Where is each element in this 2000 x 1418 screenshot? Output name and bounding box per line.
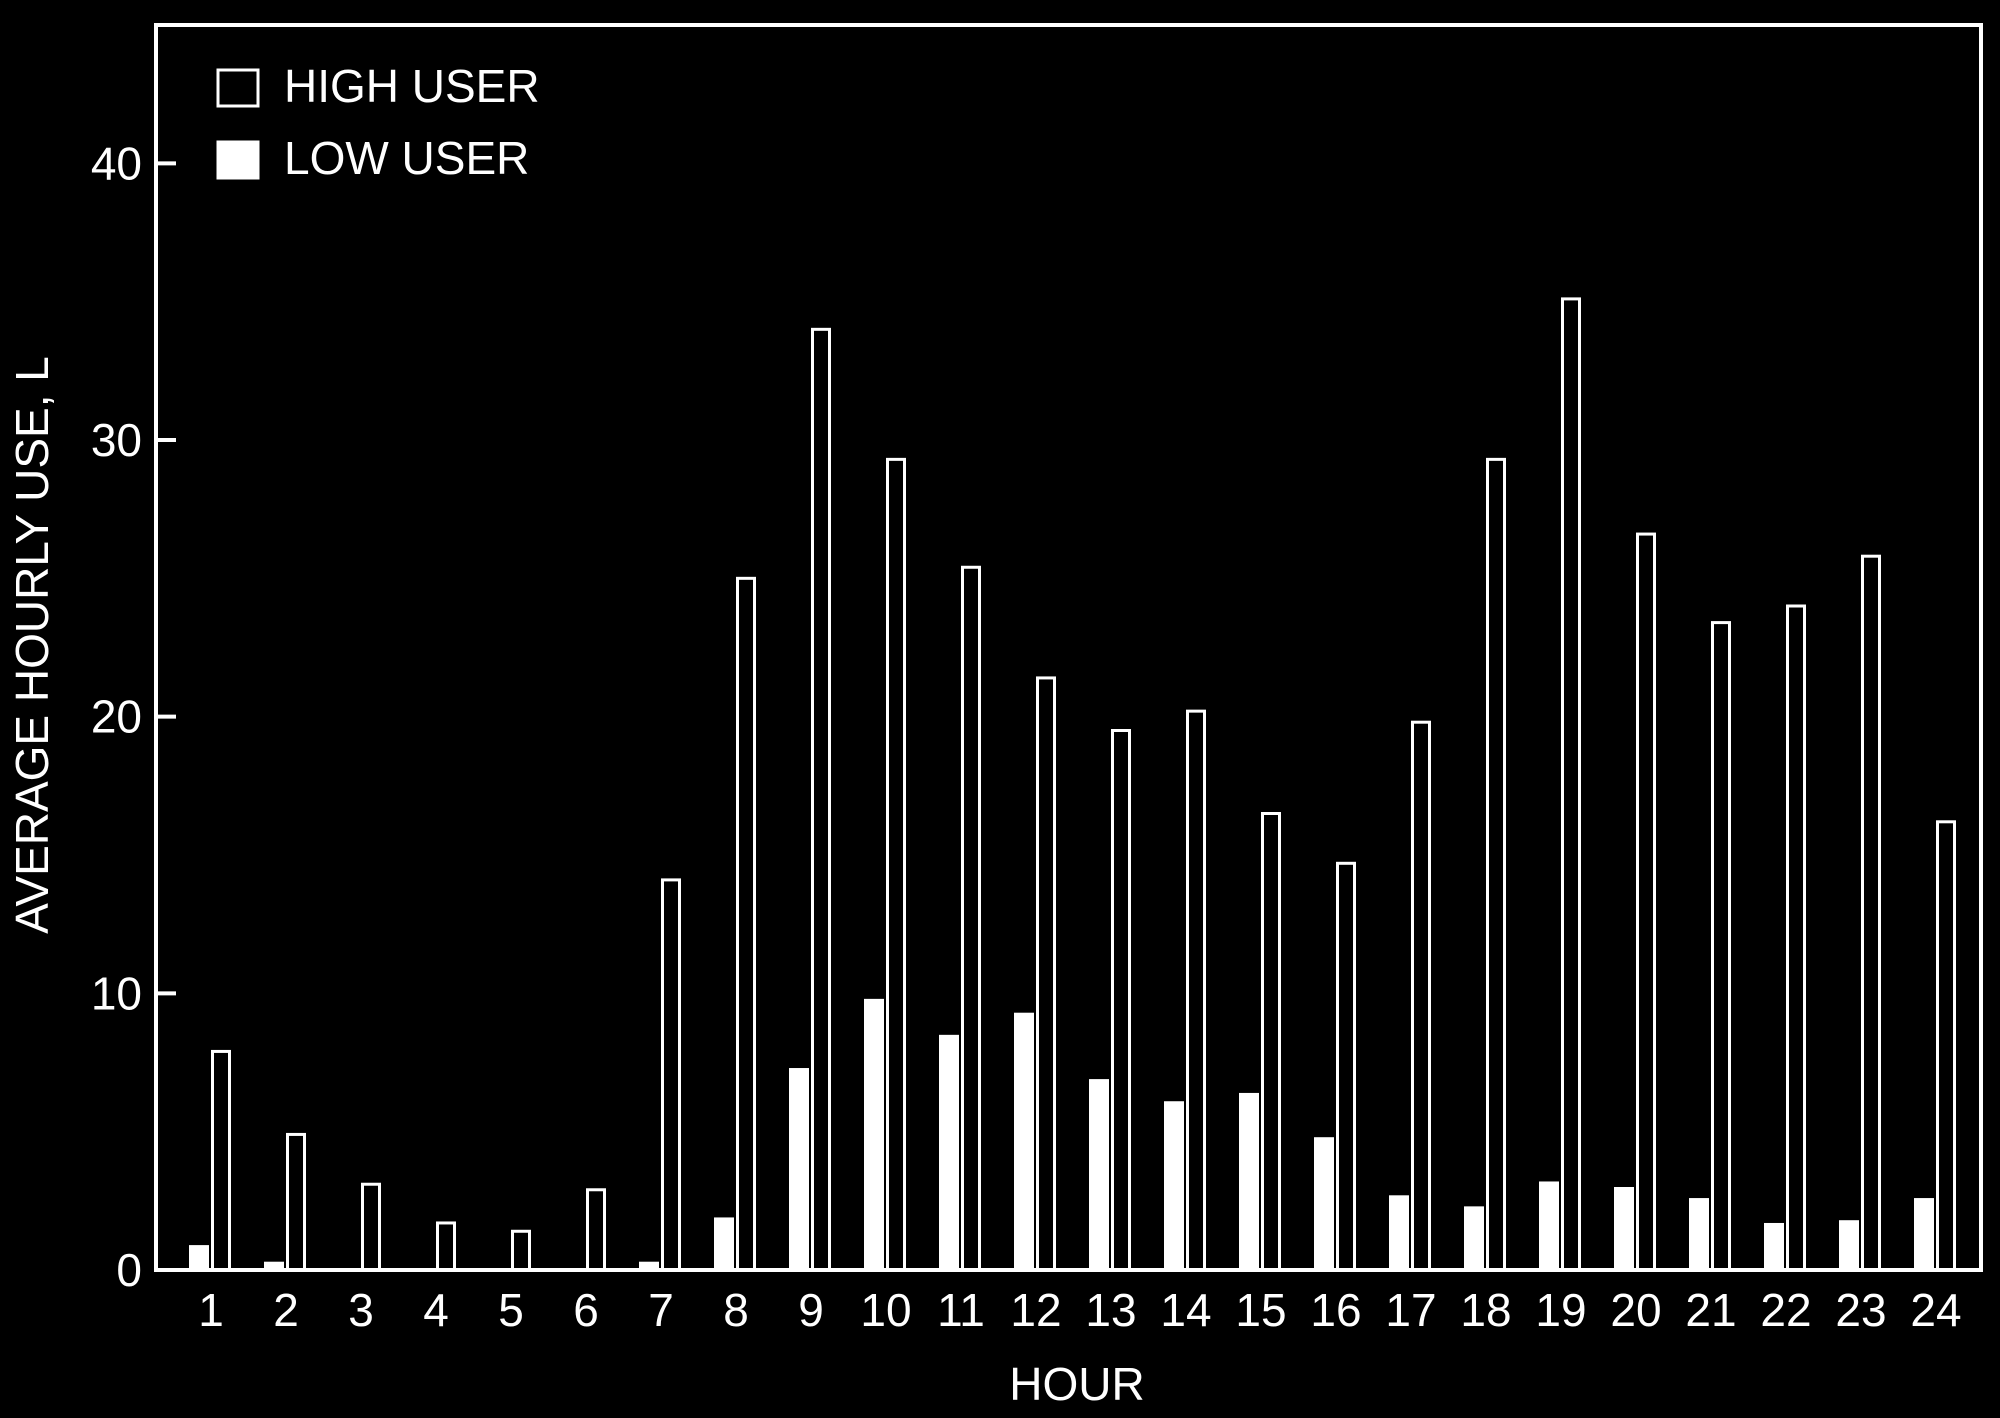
bar-low-user [864,998,884,1270]
bar-low-user [1164,1101,1184,1270]
x-tick-label: 14 [1160,1284,1211,1336]
x-tick-label: 18 [1460,1284,1511,1336]
bar-low-user [1239,1092,1259,1270]
bar-high-user [661,878,681,1272]
bars-group [189,297,1956,1272]
x-tick-label: 3 [348,1284,374,1336]
x-tick-label: 5 [498,1284,524,1336]
bar-high-user [1111,729,1131,1272]
bar-low-user [1389,1195,1409,1270]
bar-high-user [1636,532,1656,1272]
bar-low-user [1614,1187,1634,1270]
legend-label-high-user: HIGH USER [284,60,540,112]
x-tick-label: 20 [1610,1284,1661,1336]
bar-low-user [1464,1206,1484,1270]
x-tick-label: 4 [423,1284,449,1336]
bar-low-user [1089,1079,1109,1270]
x-tick-label: 1 [198,1284,224,1336]
bar-high-user [1711,621,1731,1272]
bar-low-user [1314,1137,1334,1270]
x-tick-label: 23 [1835,1284,1886,1336]
bar-high-user [811,327,831,1272]
bar-low-user [1539,1181,1559,1270]
bar-low-user [1689,1198,1709,1270]
bar-high-user [1786,604,1806,1272]
bar-low-user [1764,1222,1784,1270]
bar-high-user [586,1188,606,1272]
bar-high-user [1486,457,1506,1272]
bar-low-user [714,1217,734,1270]
bar-high-user [511,1229,531,1272]
bar-high-user [736,576,756,1272]
bar-high-user [886,457,906,1272]
bar-high-user [436,1221,456,1272]
bar-high-user [961,565,981,1272]
bar-high-user [211,1049,231,1272]
bar-high-user [1336,861,1356,1272]
legend-swatch-high-user [216,68,260,108]
bar-high-user [1186,709,1206,1272]
x-tick-label: 22 [1760,1284,1811,1336]
y-axis: 0 10 20 30 40 [91,137,176,1296]
x-tick-label: 2 [273,1284,299,1336]
bar-high-user [286,1132,306,1272]
x-tick-label: 6 [573,1284,599,1336]
bar-low-user [264,1261,284,1270]
x-axis-title: HOUR [1009,1358,1144,1410]
bar-low-user [639,1261,659,1270]
bar-high-user [1036,676,1056,1272]
bar-high-user [1936,820,1956,1272]
bar-low-user [1014,1012,1034,1270]
plot-frame [154,23,1983,1272]
y-tick-label: 0 [116,1244,142,1296]
legend: HIGH USER LOW USER [216,60,540,184]
bar-high-user [1411,720,1431,1272]
x-tick-label: 16 [1310,1284,1361,1336]
bar-low-user [1839,1220,1859,1270]
y-tick-label: 20 [91,691,142,743]
bar-low-user [1914,1198,1934,1270]
bar-high-user [1861,554,1881,1272]
x-tick-label: 17 [1385,1284,1436,1336]
x-tick-label: 10 [860,1284,911,1336]
y-axis-title: AVERAGE HOURLY USE, L [6,356,58,934]
legend-swatch-low-user [216,140,260,180]
bar-high-user [1561,297,1581,1272]
bar-low-user [939,1034,959,1270]
x-tick-label: 7 [648,1284,674,1336]
x-tick-label: 8 [723,1284,749,1336]
x-tick-label: 11 [937,1284,985,1336]
x-tick-label: 9 [798,1284,824,1336]
x-tick-label: 13 [1085,1284,1136,1336]
y-tick-label: 10 [91,967,142,1019]
bar-low-user [789,1068,809,1270]
bar-low-user [189,1245,209,1270]
x-tick-label: 21 [1685,1284,1736,1336]
x-tick-label: 24 [1910,1284,1961,1336]
y-tick-label: 40 [91,137,142,189]
x-tick-label: 19 [1535,1284,1586,1336]
bar-high-user [361,1182,381,1272]
bar-high-user [1261,812,1281,1272]
y-tick-label: 30 [91,414,142,466]
x-tick-label: 12 [1010,1284,1061,1336]
x-tick-label: 15 [1235,1284,1286,1336]
x-axis: 1 2 3 4 5 6 7 8 9 10 11 12 13 14 15 16 17 18 19 20 21 22 23 24 [198,1284,1961,1336]
legend-label-low-user: LOW USER [284,132,529,184]
